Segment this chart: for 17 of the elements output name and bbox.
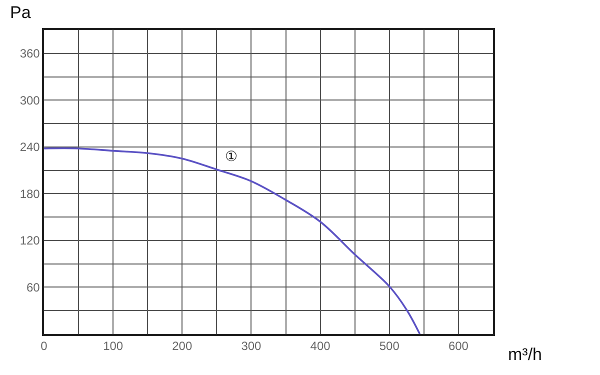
x-tick-label: 500 [379,339,400,354]
x-axis-title: m³/h [508,345,542,364]
y-axis-title: Pa [10,3,32,22]
y-tick-label: 300 [20,93,40,108]
x-tick-label: 600 [448,339,469,354]
y-tick-label: 240 [20,140,40,154]
x-tick-label: 200 [172,339,192,354]
x-tick-label: 300 [241,339,262,354]
y-tick-label: 360 [20,46,40,61]
x-tick-label: 400 [310,339,331,354]
y-tick-label: 180 [20,186,40,201]
y-tick-label: 120 [20,234,40,248]
x-tick-label: 100 [103,339,124,354]
y-tick-label: 60 [26,280,40,294]
line-series [44,147,421,334]
x-tick-label: 0 [40,339,48,354]
series-label: ① [225,148,238,164]
